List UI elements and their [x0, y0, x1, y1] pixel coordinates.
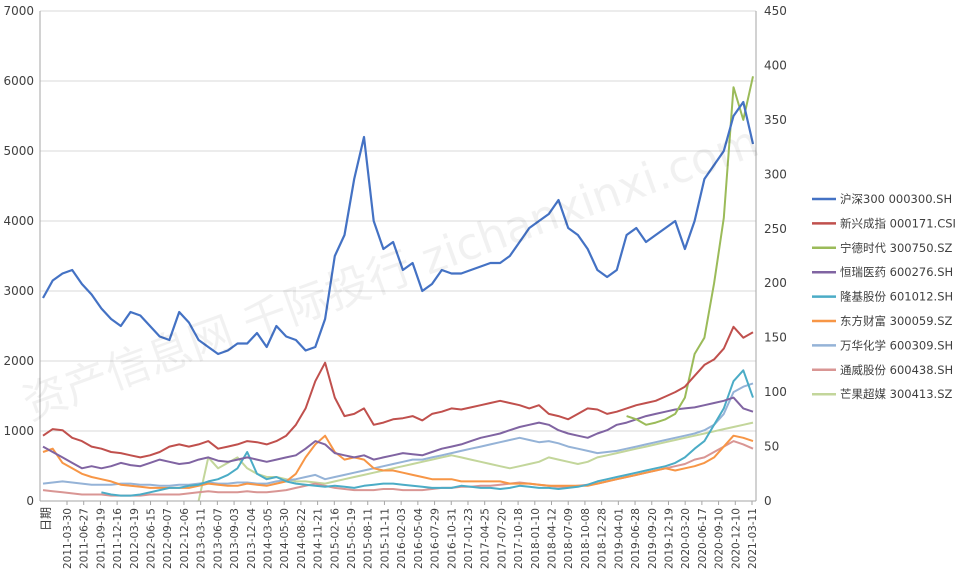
watermark: 资产信息网 千际投行 zichanxinxi.com — [16, 116, 765, 430]
x-tick-label: 2018-07-09 — [563, 508, 575, 569]
x-tick-label: 2014-05-30 — [279, 508, 291, 569]
legend-label: 宁德时代 300750.SZ — [840, 241, 953, 255]
x-tick-label: 2013-03-11 — [196, 508, 208, 569]
x-tick-label: 2018-01-10 — [530, 508, 542, 569]
x-tick-label: 2016-02-03 — [396, 508, 408, 569]
x-tick-label: 2015-08-11 — [363, 508, 375, 569]
left-tick-label: 6000 — [3, 74, 34, 88]
left-tick-label: 1000 — [3, 424, 34, 438]
legend-label: 万华化学 600309.SH — [840, 338, 953, 352]
right-axis-ticks: 0 50 100 150 200 250 300 350 400 450 — [764, 4, 787, 508]
x-tick-label: 2011-12-16 — [112, 508, 124, 569]
x-tick-label: 2020-03-20 — [680, 508, 692, 569]
x-tick-label: 2017-01-23 — [463, 508, 475, 569]
series-line — [42, 434, 754, 489]
x-tick-label: 2017-04-25 — [480, 508, 492, 569]
x-tick-label: 2019-04-01 — [613, 508, 625, 569]
right-tick-label: 0 — [764, 494, 772, 508]
left-tick-label: 4000 — [3, 214, 34, 228]
right-tick-label: 350 — [764, 113, 787, 127]
x-tick-label: 2011-03-30 — [62, 508, 74, 569]
series-line — [42, 325, 754, 459]
x-tick-label: 2021-03-11 — [747, 508, 759, 569]
x-tick-label: 2020-09-10 — [714, 508, 726, 569]
series-line — [42, 382, 754, 487]
right-tick-label: 150 — [764, 331, 787, 345]
x-tick-label: 2018-12-28 — [597, 508, 609, 569]
legend-label: 新兴成指 000171.CSI — [840, 216, 956, 230]
series-lines — [42, 76, 755, 502]
x-tick-label: 2011-09-19 — [95, 508, 107, 569]
x-tick-label: 2016-05-04 — [413, 508, 425, 569]
x-tick-label: 2012-03-19 — [129, 508, 141, 569]
series-line — [42, 100, 755, 356]
x-tick-label: 2012-06-15 — [146, 508, 158, 569]
x-axis-label: 日期 — [39, 507, 53, 531]
x-tick-label: 2014-03-05 — [262, 508, 274, 569]
x-tick-label: 2020-06-17 — [697, 508, 709, 569]
legend-label: 沪深300 000300.SH — [840, 192, 952, 206]
right-tick-label: 250 — [764, 222, 787, 236]
x-tick-label: 2019-06-28 — [630, 508, 642, 569]
legend: 沪深300 000300.SH 新兴成指 000171.CSI 宁德时代 30075… — [812, 192, 956, 401]
x-axis-ticks: 2011-03-30 2011-06-27 2011-09-19 2011-12-16… — [62, 501, 759, 569]
series-line — [197, 421, 754, 502]
x-tick-label: 2015-05-19 — [346, 508, 358, 569]
x-tick-label: 2012-12-06 — [179, 508, 191, 569]
series-line — [626, 76, 754, 426]
x-tick-label: 2020-12-10 — [730, 508, 742, 569]
left-tick-label: 2000 — [3, 354, 34, 368]
x-tick-label: 2019-12-19 — [663, 508, 675, 569]
x-tick-label: 2016-10-31 — [446, 508, 458, 569]
x-tick-label: 2017-07-20 — [496, 508, 508, 569]
axes — [39, 11, 757, 502]
right-tick-label: 300 — [764, 167, 787, 181]
right-tick-label: 450 — [764, 4, 787, 18]
legend-label: 恒瑞医药 600276.SH — [840, 265, 953, 279]
x-tick-label: 2014-11-21 — [313, 508, 325, 569]
x-tick-label: 2012-09-07 — [162, 508, 174, 569]
legend-label: 芒果超媒 300413.SZ — [840, 387, 953, 401]
legend-label: 通威股份 600438.SH — [840, 363, 953, 377]
right-tick-label: 400 — [764, 58, 787, 72]
legend-label: 东方财富 300059.SZ — [840, 314, 953, 328]
x-tick-label: 2015-11-11 — [379, 508, 391, 569]
right-tick-label: 200 — [764, 276, 787, 290]
x-tick-label: 2015-02-16 — [329, 508, 341, 569]
left-tick-label: 7000 — [3, 4, 34, 18]
x-tick-label: 2013-06-07 — [212, 508, 224, 569]
x-tick-label: 2018-04-12 — [547, 508, 559, 569]
x-tick-label: 2013-09-03 — [229, 508, 241, 569]
x-tick-label: 2016-07-29 — [430, 508, 442, 569]
left-axis-ticks: 0 1000 2000 3000 4000 5000 6000 7000 — [3, 4, 34, 508]
left-tick-label: 0 — [26, 494, 34, 508]
left-tick-label: 5000 — [3, 144, 34, 158]
series-line — [42, 396, 754, 470]
x-tick-label: 2011-06-27 — [79, 508, 91, 569]
x-tick-label: 2014-08-22 — [296, 508, 308, 569]
x-tick-label: 2018-10-08 — [580, 508, 592, 569]
left-tick-label: 3000 — [3, 284, 34, 298]
x-tick-label: 2013-12-04 — [246, 508, 258, 569]
series-line — [101, 369, 754, 497]
x-tick-label: 2017-10-18 — [513, 508, 525, 569]
right-tick-label: 50 — [764, 440, 779, 454]
watermark-text: 资产信息网 千际投行 zichanxinxi.com — [16, 116, 765, 430]
legend-label: 隆基股份 601012.SH — [840, 290, 953, 304]
right-tick-label: 100 — [764, 385, 787, 399]
x-tick-label: 2019-09-20 — [647, 508, 659, 569]
gridlines — [40, 10, 756, 502]
